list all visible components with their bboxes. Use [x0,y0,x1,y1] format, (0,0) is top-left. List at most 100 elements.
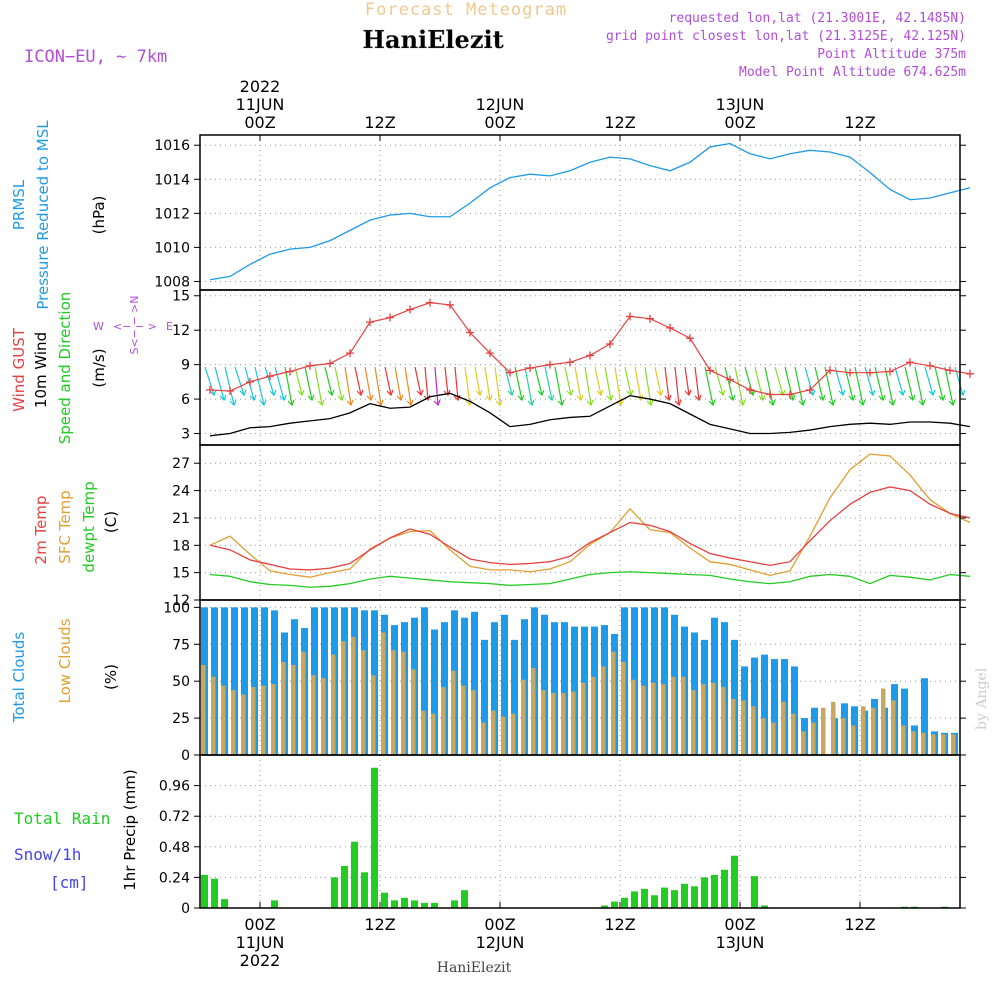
wind-arrow [584,366,592,406]
wind-arrow [224,366,235,406]
top-time-label: 11JUN [236,95,285,114]
low-cloud-bar [521,679,526,755]
pressure-panel-frame [199,134,961,291]
wind-arrow-head [287,399,295,407]
wind-10m-label: 10m Wind [32,332,50,408]
low-cloud-bar [721,687,726,755]
precip-bar [421,902,428,908]
wind-arrow [854,366,864,406]
wind-compass: W <− − > E S<− − >N [93,295,173,354]
wind-arrow-head [908,394,916,402]
top-time-label: 00Z [244,113,275,132]
precip-bar [201,874,208,908]
low-cloud-bar [331,654,336,755]
wind-gust-marker [966,369,974,378]
total-cloud-bar [901,688,908,755]
model-label: ICON−EU, ∼ 7km [24,47,167,67]
precip-bar [431,902,438,908]
low-cloud-bar [901,725,906,755]
wind-arrow [414,366,422,396]
low-cloud-bar [541,690,546,755]
wind-arrow-head [938,394,946,402]
model-altitude: Model Point Altitude 674.625m [739,65,966,80]
wind-arrow-head [918,399,926,407]
wind-arrow-head [495,399,503,407]
wind-gust-marker [846,368,854,377]
total-cloud-bar [251,607,258,755]
wind-gust-marker [546,360,554,369]
low-cloud-bar [431,713,436,755]
wind-gust-marker [766,390,774,399]
wind-gust-line [209,302,971,396]
wind-gust-marker [786,390,794,399]
temp-sfc-label: SFC Temp [56,490,74,563]
total-cloud-bar [661,607,668,755]
wind-arrow [614,366,622,406]
low-cloud-bar [741,700,746,755]
precip-bar [641,888,648,908]
wind-arrow [254,366,265,406]
wind-arrow [524,366,533,406]
low-cloud-bar [791,713,796,755]
wind-arrow [364,366,372,401]
low-cloud-bar [631,679,636,755]
precip-bar [461,890,468,908]
precip-bar [721,869,728,908]
clouds-ytick-label: 75 [172,637,190,653]
wind-arrow-head [443,389,451,397]
low-cloud-bar [911,731,916,755]
precip-bar [221,899,228,908]
wind-arrow-head [576,394,584,402]
low-cloud-bar [731,698,736,755]
wind-gust-marker [366,318,374,327]
wind-gust-marker [586,351,594,360]
wind-gust-marker [686,334,694,343]
total-cloud-bar [541,614,548,755]
bottom-time-label: 12Z [604,915,635,934]
pressure-ytick-label: 1012 [154,206,190,222]
wind-arrow [504,366,513,396]
wind-arrow-head [507,389,515,397]
wind-ytick-label: 15 [172,289,190,305]
pressure-unit: (hPa) [90,196,108,235]
wind-arrow-head [317,399,325,407]
wind-arrow [344,366,352,406]
wind-gust-marker [266,372,274,381]
clouds-ytick-label: 25 [172,711,190,727]
pressure-label-1: PRMSL [10,179,28,230]
wind-arrow-head [768,399,776,407]
wind-arrow [794,366,804,406]
watermark: by Angel [974,667,990,730]
wind-gust-marker [746,385,754,394]
total-cloud-bar [511,639,518,755]
clouds-ytick-label: 0 [181,748,190,764]
total-cloud-bar [261,607,268,755]
temp-dewpt-line [209,571,971,588]
total-cloud-bar [561,622,568,755]
wind-arrow [904,366,914,401]
wind-arrow [664,366,670,401]
wind-gust-marker [526,364,534,373]
precip-bar [601,905,608,908]
low-cloud-bar [581,682,586,755]
total-cloud-bar [551,622,558,755]
temp-ytick-label: 24 [172,484,190,500]
low-cloud-bar [681,676,686,755]
total-cloud-bar [571,626,578,755]
low-cloud-bar [361,650,366,755]
wind-arrow-head [396,394,404,402]
precip-bar [411,900,418,908]
wind-arrow-head [674,399,682,407]
wind-arrow [494,366,501,406]
top-time-label: 2022 [240,77,281,96]
wind-arrow-head [229,399,237,407]
temp-sfc-line [209,453,971,578]
wind-ytick-label: 3 [181,427,190,443]
low-cloud-bar [661,684,666,755]
low-cloud-bar [231,690,236,755]
precip-bar [621,897,628,908]
wind-arrow [594,366,602,396]
wind-arrow [754,366,764,401]
low-cloud-bar [841,718,846,755]
low-cloud-bar [251,687,256,755]
